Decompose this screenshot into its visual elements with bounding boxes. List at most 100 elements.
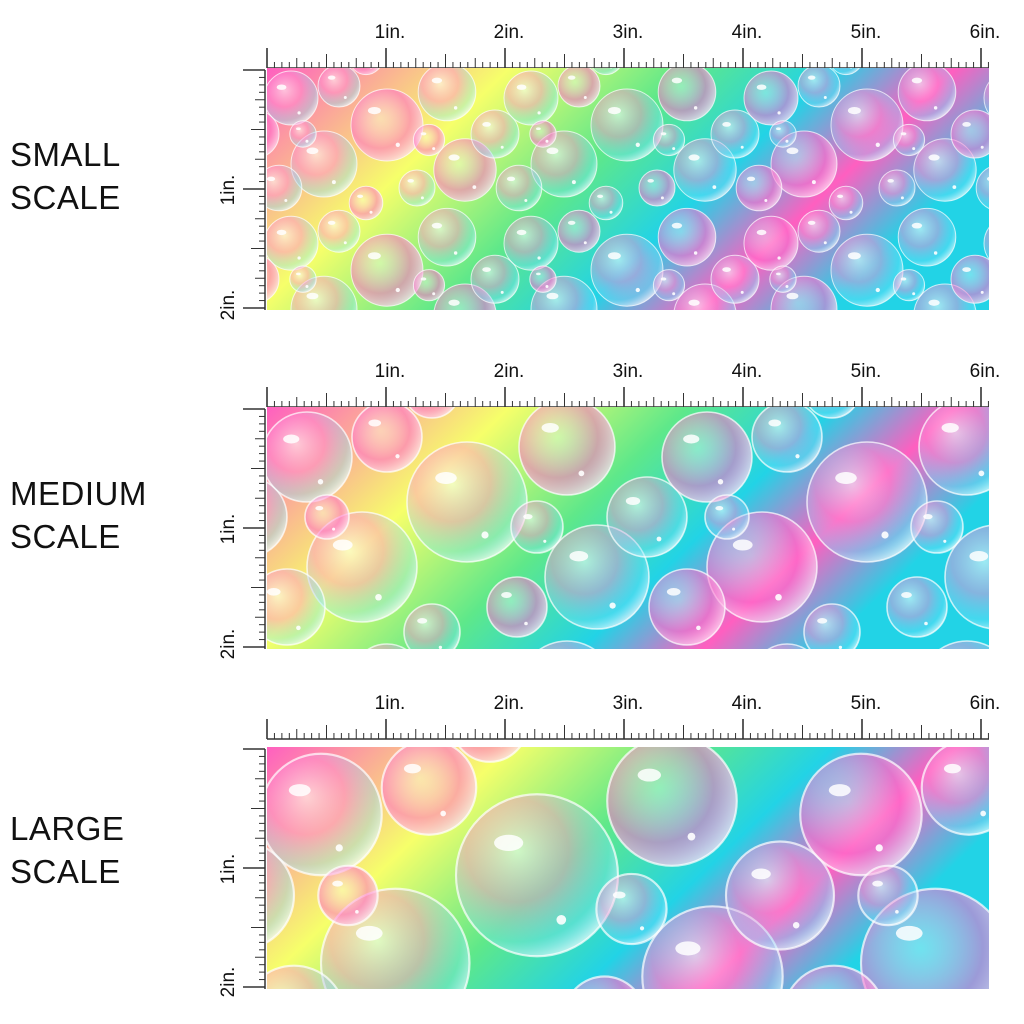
bubble	[797, 209, 841, 253]
bubble-highlight	[941, 423, 959, 433]
bubble	[638, 169, 676, 207]
bubble-sparkle	[472, 185, 477, 190]
bubble-sparkle	[395, 287, 400, 293]
bubble-sparkle	[583, 96, 587, 100]
bubble	[406, 441, 528, 563]
bubble-highlight	[435, 472, 457, 484]
bubble-highlight	[546, 147, 559, 155]
bubble	[380, 747, 478, 836]
bubble-highlight	[817, 618, 828, 624]
large-scale-label-line2: SCALE	[10, 853, 121, 890]
bubble	[710, 254, 760, 304]
bubble-highlight	[746, 176, 756, 182]
bubble-sparkle	[875, 142, 880, 147]
bubble	[724, 840, 836, 951]
bubble-highlight	[516, 229, 527, 236]
bubble	[648, 568, 726, 646]
bubble-highlight	[776, 127, 781, 131]
bubble-highlight	[928, 299, 940, 306]
bubble	[503, 215, 559, 271]
bubble	[710, 109, 760, 159]
bubble-sparkle	[609, 602, 616, 609]
medium-scale-label-line1: MEDIUM	[10, 475, 147, 512]
bubble	[510, 500, 564, 554]
bubble-highlight	[612, 891, 626, 899]
bubble-highlight	[911, 222, 923, 229]
bubble	[267, 70, 319, 126]
bubble-highlight	[895, 925, 923, 941]
bubble-highlight	[660, 132, 667, 136]
bubble	[830, 88, 904, 162]
bubble-sparkle	[609, 68, 613, 69]
bubble	[706, 511, 818, 623]
bubble-highlight	[872, 880, 883, 887]
bubble	[289, 120, 317, 148]
bubble-sparkle	[875, 287, 880, 293]
bubble-sparkle	[900, 196, 904, 200]
h-tick-label: 6in.	[970, 22, 1001, 43]
bubble-sparkle	[656, 536, 662, 542]
bubble	[539, 640, 595, 649]
bubble-sparkle	[524, 199, 528, 203]
bubble-highlight	[828, 784, 851, 797]
bubble	[769, 265, 797, 293]
bubble-highlight	[516, 84, 527, 90]
bubble-highlight	[756, 84, 767, 90]
bubble-sparkle	[672, 292, 676, 296]
bubble-highlight	[688, 299, 700, 306]
bubble-sparkle	[296, 625, 301, 631]
bubble	[267, 847, 296, 944]
bubble	[886, 576, 948, 638]
bubble	[530, 130, 598, 198]
bubble-sparkle	[881, 531, 889, 539]
bubble	[832, 68, 860, 76]
bubble	[920, 747, 989, 836]
bubble-highlight	[306, 147, 319, 155]
bubble-sparkle	[775, 593, 782, 601]
bubble-sparkle	[432, 147, 436, 151]
bubble	[590, 88, 664, 162]
bubble-sparkle	[933, 106, 938, 110]
bubble-highlight	[969, 551, 989, 562]
bubble-highlight	[768, 419, 782, 427]
bubble	[939, 640, 989, 649]
bubble-highlight	[355, 925, 383, 941]
bubble-highlight	[671, 222, 683, 229]
bubble	[433, 138, 497, 202]
bubble-sparkle	[639, 926, 645, 931]
bubble-sparkle	[875, 844, 883, 852]
bubble	[652, 269, 686, 302]
bubble-highlight	[288, 784, 311, 797]
bubble	[267, 112, 280, 156]
small-scale-label: SMALL SCALE	[10, 133, 121, 219]
small-scale-ruler: 1in. 2in. 3in. 4in. 5in. 6in. 1in. 2in.	[218, 22, 1001, 320]
bubble-highlight	[315, 506, 324, 511]
bubble-highlight	[923, 514, 933, 520]
bubble-highlight	[607, 107, 621, 115]
bubble	[673, 138, 737, 202]
bubble	[828, 185, 864, 221]
bubble	[267, 257, 280, 301]
bubble-sparkle	[331, 180, 336, 185]
bubble-highlight	[332, 539, 353, 551]
bubble-highlight	[675, 941, 701, 956]
bubble	[799, 752, 923, 877]
bubble-highlight	[835, 472, 857, 484]
bubble-highlight	[847, 252, 861, 260]
bubble	[267, 964, 339, 989]
bubble-highlight	[276, 84, 287, 90]
bubble	[518, 407, 616, 496]
bubble	[350, 88, 424, 162]
bubble-highlight	[367, 107, 381, 115]
bubble-sparkle	[583, 241, 587, 245]
bubble-highlight	[368, 419, 382, 427]
bubble-highlight	[267, 588, 281, 596]
bubble-sparkle	[481, 531, 489, 539]
bubble	[803, 603, 861, 649]
bubble-sparkle	[924, 621, 928, 626]
bubble-sparkle	[395, 454, 400, 459]
bubble-sparkle	[687, 832, 696, 841]
h-tick-label: 5in.	[851, 693, 882, 714]
bubble-highlight	[688, 154, 700, 161]
bubble	[306, 511, 418, 623]
